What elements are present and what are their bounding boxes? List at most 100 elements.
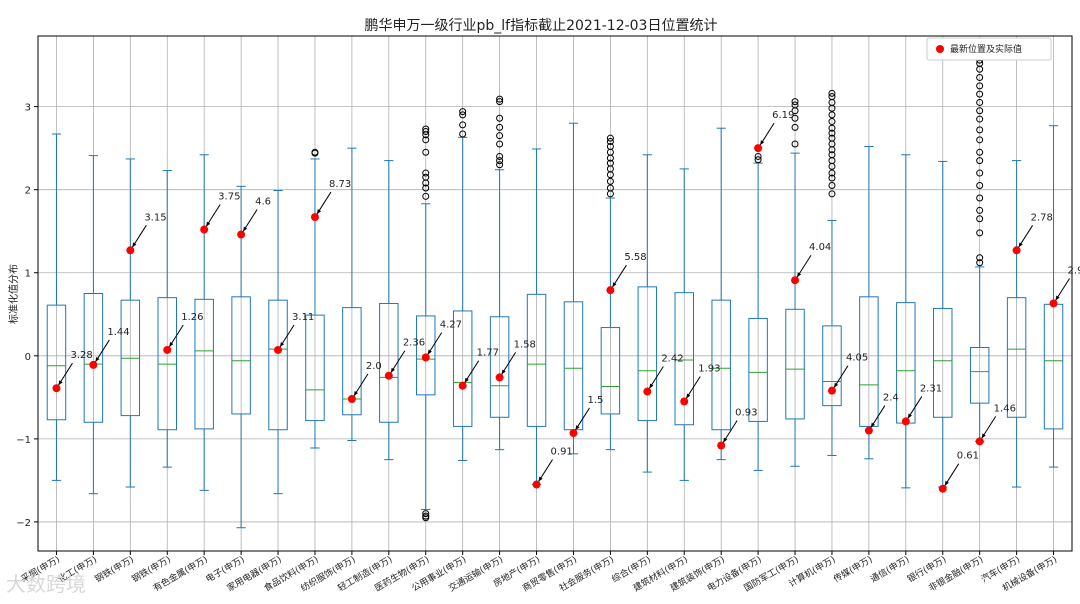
outlier-point bbox=[496, 98, 504, 106]
latest-marker bbox=[163, 345, 172, 354]
outlier-point bbox=[459, 121, 467, 129]
latest-marker bbox=[384, 371, 393, 380]
outlier-point bbox=[422, 128, 430, 136]
x-tick-label: 通信(申万) bbox=[868, 553, 911, 585]
outlier-point bbox=[422, 136, 430, 144]
iqr-box bbox=[711, 299, 731, 431]
outlier-point bbox=[496, 157, 504, 165]
annotation-arrowhead bbox=[390, 367, 395, 373]
y-tick-label: 3 bbox=[25, 103, 31, 114]
box-1 bbox=[83, 155, 104, 495]
annotation-arrowhead bbox=[316, 209, 322, 215]
annotation-arrowhead bbox=[95, 357, 100, 362]
box-17 bbox=[674, 168, 694, 481]
outlier-point bbox=[828, 169, 836, 177]
outlier-point bbox=[606, 154, 614, 162]
legend-label: 最新位置及实际值 bbox=[950, 43, 1022, 55]
outlier-point bbox=[976, 194, 984, 202]
outlier-point bbox=[828, 89, 836, 97]
outlier-point bbox=[422, 131, 430, 139]
outlier-point bbox=[422, 514, 430, 522]
annotation-arrowhead bbox=[686, 393, 691, 399]
outlier-point bbox=[828, 190, 836, 198]
outlier-point bbox=[606, 137, 614, 145]
latest-marker bbox=[310, 213, 319, 222]
outlier-point bbox=[496, 161, 504, 169]
latest-value-label: 2.78 bbox=[1031, 212, 1053, 223]
latest-marker bbox=[495, 373, 504, 382]
latest-marker bbox=[421, 353, 430, 362]
box-12 bbox=[489, 95, 510, 451]
annotation-arrowhead bbox=[833, 382, 839, 388]
latest-value-label: 3.11 bbox=[292, 312, 314, 323]
x-tick-label: 钢铁(申万) bbox=[93, 553, 136, 585]
iqr-box bbox=[305, 314, 325, 422]
latest-markers: 3.28 1.44 3.15 1.26 3.75 4.6 3.11 8.73 2.0 2.36 4.… bbox=[52, 110, 1080, 493]
annotation-arrowhead bbox=[427, 349, 432, 355]
latest-marker bbox=[200, 225, 209, 234]
axes: −2−10123采掘(申万)化工(申万)钢铁(申万)钢铁(申万)有色金属(申万)… bbox=[16, 35, 1073, 594]
annotation-arrowhead bbox=[58, 380, 63, 386]
latest-value-label: 1.26 bbox=[181, 312, 203, 323]
box-15 bbox=[600, 134, 621, 451]
latest-value-label: 8.73 bbox=[329, 179, 351, 190]
outlier-point bbox=[496, 140, 504, 148]
outlier-point bbox=[976, 148, 984, 156]
latest-value-label: 1.44 bbox=[107, 327, 129, 338]
annotation-arrowhead bbox=[464, 377, 469, 383]
iqr-box bbox=[526, 293, 547, 427]
outlier-point bbox=[828, 118, 836, 126]
iqr-box bbox=[342, 307, 362, 416]
box-11 bbox=[452, 108, 473, 461]
outlier-point bbox=[459, 130, 467, 138]
outlier-point bbox=[976, 65, 984, 73]
box-7 bbox=[305, 148, 325, 449]
grid bbox=[38, 36, 1072, 551]
latest-marker bbox=[864, 426, 873, 435]
latest-value-label: 4.05 bbox=[846, 353, 868, 364]
outlier-point bbox=[976, 254, 984, 262]
box-2 bbox=[120, 158, 141, 488]
latest-value-label: 2.98 bbox=[1068, 265, 1080, 276]
iqr-box bbox=[600, 327, 621, 415]
iqr-box bbox=[83, 293, 104, 423]
outlier-point bbox=[422, 184, 430, 192]
iqr-box bbox=[969, 346, 990, 404]
annotation-arrowhead bbox=[132, 242, 137, 248]
iqr-box bbox=[194, 298, 214, 430]
outlier-point bbox=[791, 123, 799, 131]
y-tick-label: −1 bbox=[16, 435, 31, 446]
outlier-point bbox=[606, 177, 614, 185]
box-23 bbox=[896, 154, 916, 489]
annotation-arrowhead bbox=[907, 413, 912, 419]
outlier-point bbox=[976, 206, 984, 214]
annotation-arrowhead bbox=[280, 342, 285, 347]
outlier-point bbox=[606, 190, 614, 198]
box-10 bbox=[416, 125, 436, 522]
outlier-point bbox=[976, 107, 984, 115]
latest-marker bbox=[237, 230, 246, 239]
outlier-point bbox=[828, 129, 836, 137]
outlier-point bbox=[976, 229, 984, 237]
iqr-box bbox=[637, 286, 658, 422]
outlier-point bbox=[754, 152, 762, 160]
latest-value-label: 2.36 bbox=[403, 338, 425, 349]
latest-marker bbox=[643, 387, 652, 396]
latest-marker bbox=[458, 381, 467, 390]
latest-value-label: 2.0 bbox=[366, 361, 382, 372]
iqr-box bbox=[416, 315, 436, 396]
outlier-point bbox=[976, 115, 984, 123]
y-tick-label: 2 bbox=[25, 186, 31, 197]
iqr-box bbox=[933, 307, 953, 418]
boxes bbox=[46, 56, 1064, 529]
latest-marker bbox=[89, 360, 98, 369]
latest-value-label: 2.31 bbox=[920, 383, 942, 394]
annotation-arrowhead bbox=[723, 437, 728, 443]
outlier-point bbox=[828, 124, 836, 132]
iqr-box bbox=[674, 292, 694, 426]
latest-value-label: 6.19 bbox=[772, 110, 794, 121]
latest-marker bbox=[52, 384, 61, 393]
annotation-arrowhead bbox=[649, 383, 654, 389]
box-26 bbox=[1006, 160, 1027, 488]
